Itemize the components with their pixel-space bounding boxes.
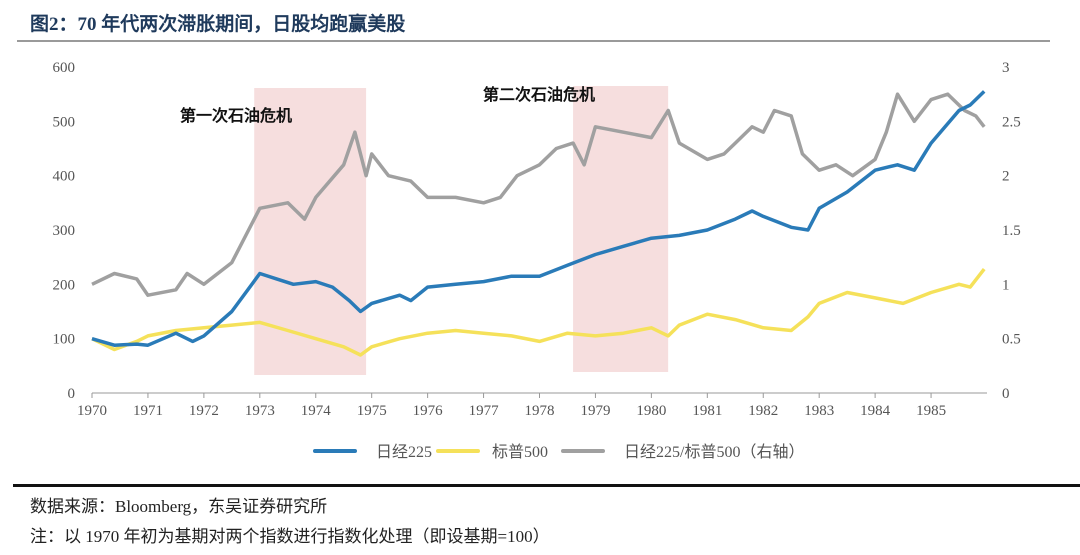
x-tick-label: 1977 — [469, 403, 500, 419]
y-left-tick-label: 100 — [53, 332, 76, 348]
x-tick-label: 1971 — [133, 403, 163, 419]
x-tick-label: 1984 — [860, 403, 891, 419]
y-left-tick-label: 200 — [53, 277, 76, 293]
x-tick-label: 1983 — [804, 403, 834, 419]
x-tick-label: 1982 — [748, 403, 778, 419]
y-right-tick-label: 0.5 — [1002, 332, 1021, 348]
y-left-tick-label: 300 — [53, 223, 76, 239]
title-divider — [17, 40, 1050, 42]
y-right-tick-label: 3 — [1002, 60, 1010, 76]
shaded-period — [254, 88, 367, 375]
series-line — [91, 92, 986, 297]
footnote: 注：以 1970 年初为基期对两个指数进行指数化处理（即设基期=100） — [30, 527, 550, 546]
series-line — [91, 268, 986, 357]
legend-label: 日经225/标普500（右轴） — [624, 443, 804, 461]
series-line — [91, 90, 986, 347]
annotation-label: 第一次石油危机 — [180, 106, 292, 125]
x-tick-label: 1972 — [189, 403, 219, 419]
x-tick-label: 1979 — [580, 403, 610, 419]
x-tick-label: 1976 — [413, 403, 444, 419]
x-tick-label: 1981 — [692, 403, 722, 419]
source-note: 数据来源：Bloomberg，东吴证券研究所 — [30, 497, 328, 516]
y-right-tick-label: 2.5 — [1002, 114, 1021, 130]
footer-divider — [13, 484, 1080, 487]
figure-title: 图2：70 年代两次滞胀期间，日股均跑赢美股 — [30, 14, 406, 35]
y-right-tick-label: 2 — [1002, 169, 1010, 185]
y-left-tick-label: 500 — [53, 114, 76, 130]
x-tick-label: 1970 — [77, 403, 107, 419]
y-right-tick-label: 0 — [1002, 386, 1010, 402]
y-right-tick-label: 1.5 — [1002, 223, 1021, 239]
y-left-tick-label: 400 — [53, 169, 76, 185]
legend-label: 标普500 — [492, 443, 548, 461]
y-left-tick-label: 0 — [68, 386, 76, 402]
line-chart: 第一次石油危机 第二次石油危机 1970 1971 1972 1973 1974 1975 19… — [53, 60, 1021, 461]
annotation-label: 第二次石油危机 — [483, 85, 595, 104]
x-tick-label: 1985 — [916, 403, 946, 419]
legend-label: 日经225 — [376, 443, 432, 461]
x-tick-label: 1975 — [357, 403, 387, 419]
y-left-tick-label: 600 — [53, 60, 76, 76]
x-tick-label: 1980 — [636, 403, 666, 419]
x-tick-label: 1974 — [301, 403, 332, 419]
y-right-tick-label: 1 — [1002, 277, 1010, 293]
x-tick-label: 1973 — [245, 403, 275, 419]
x-tick-label: 1978 — [525, 403, 555, 419]
